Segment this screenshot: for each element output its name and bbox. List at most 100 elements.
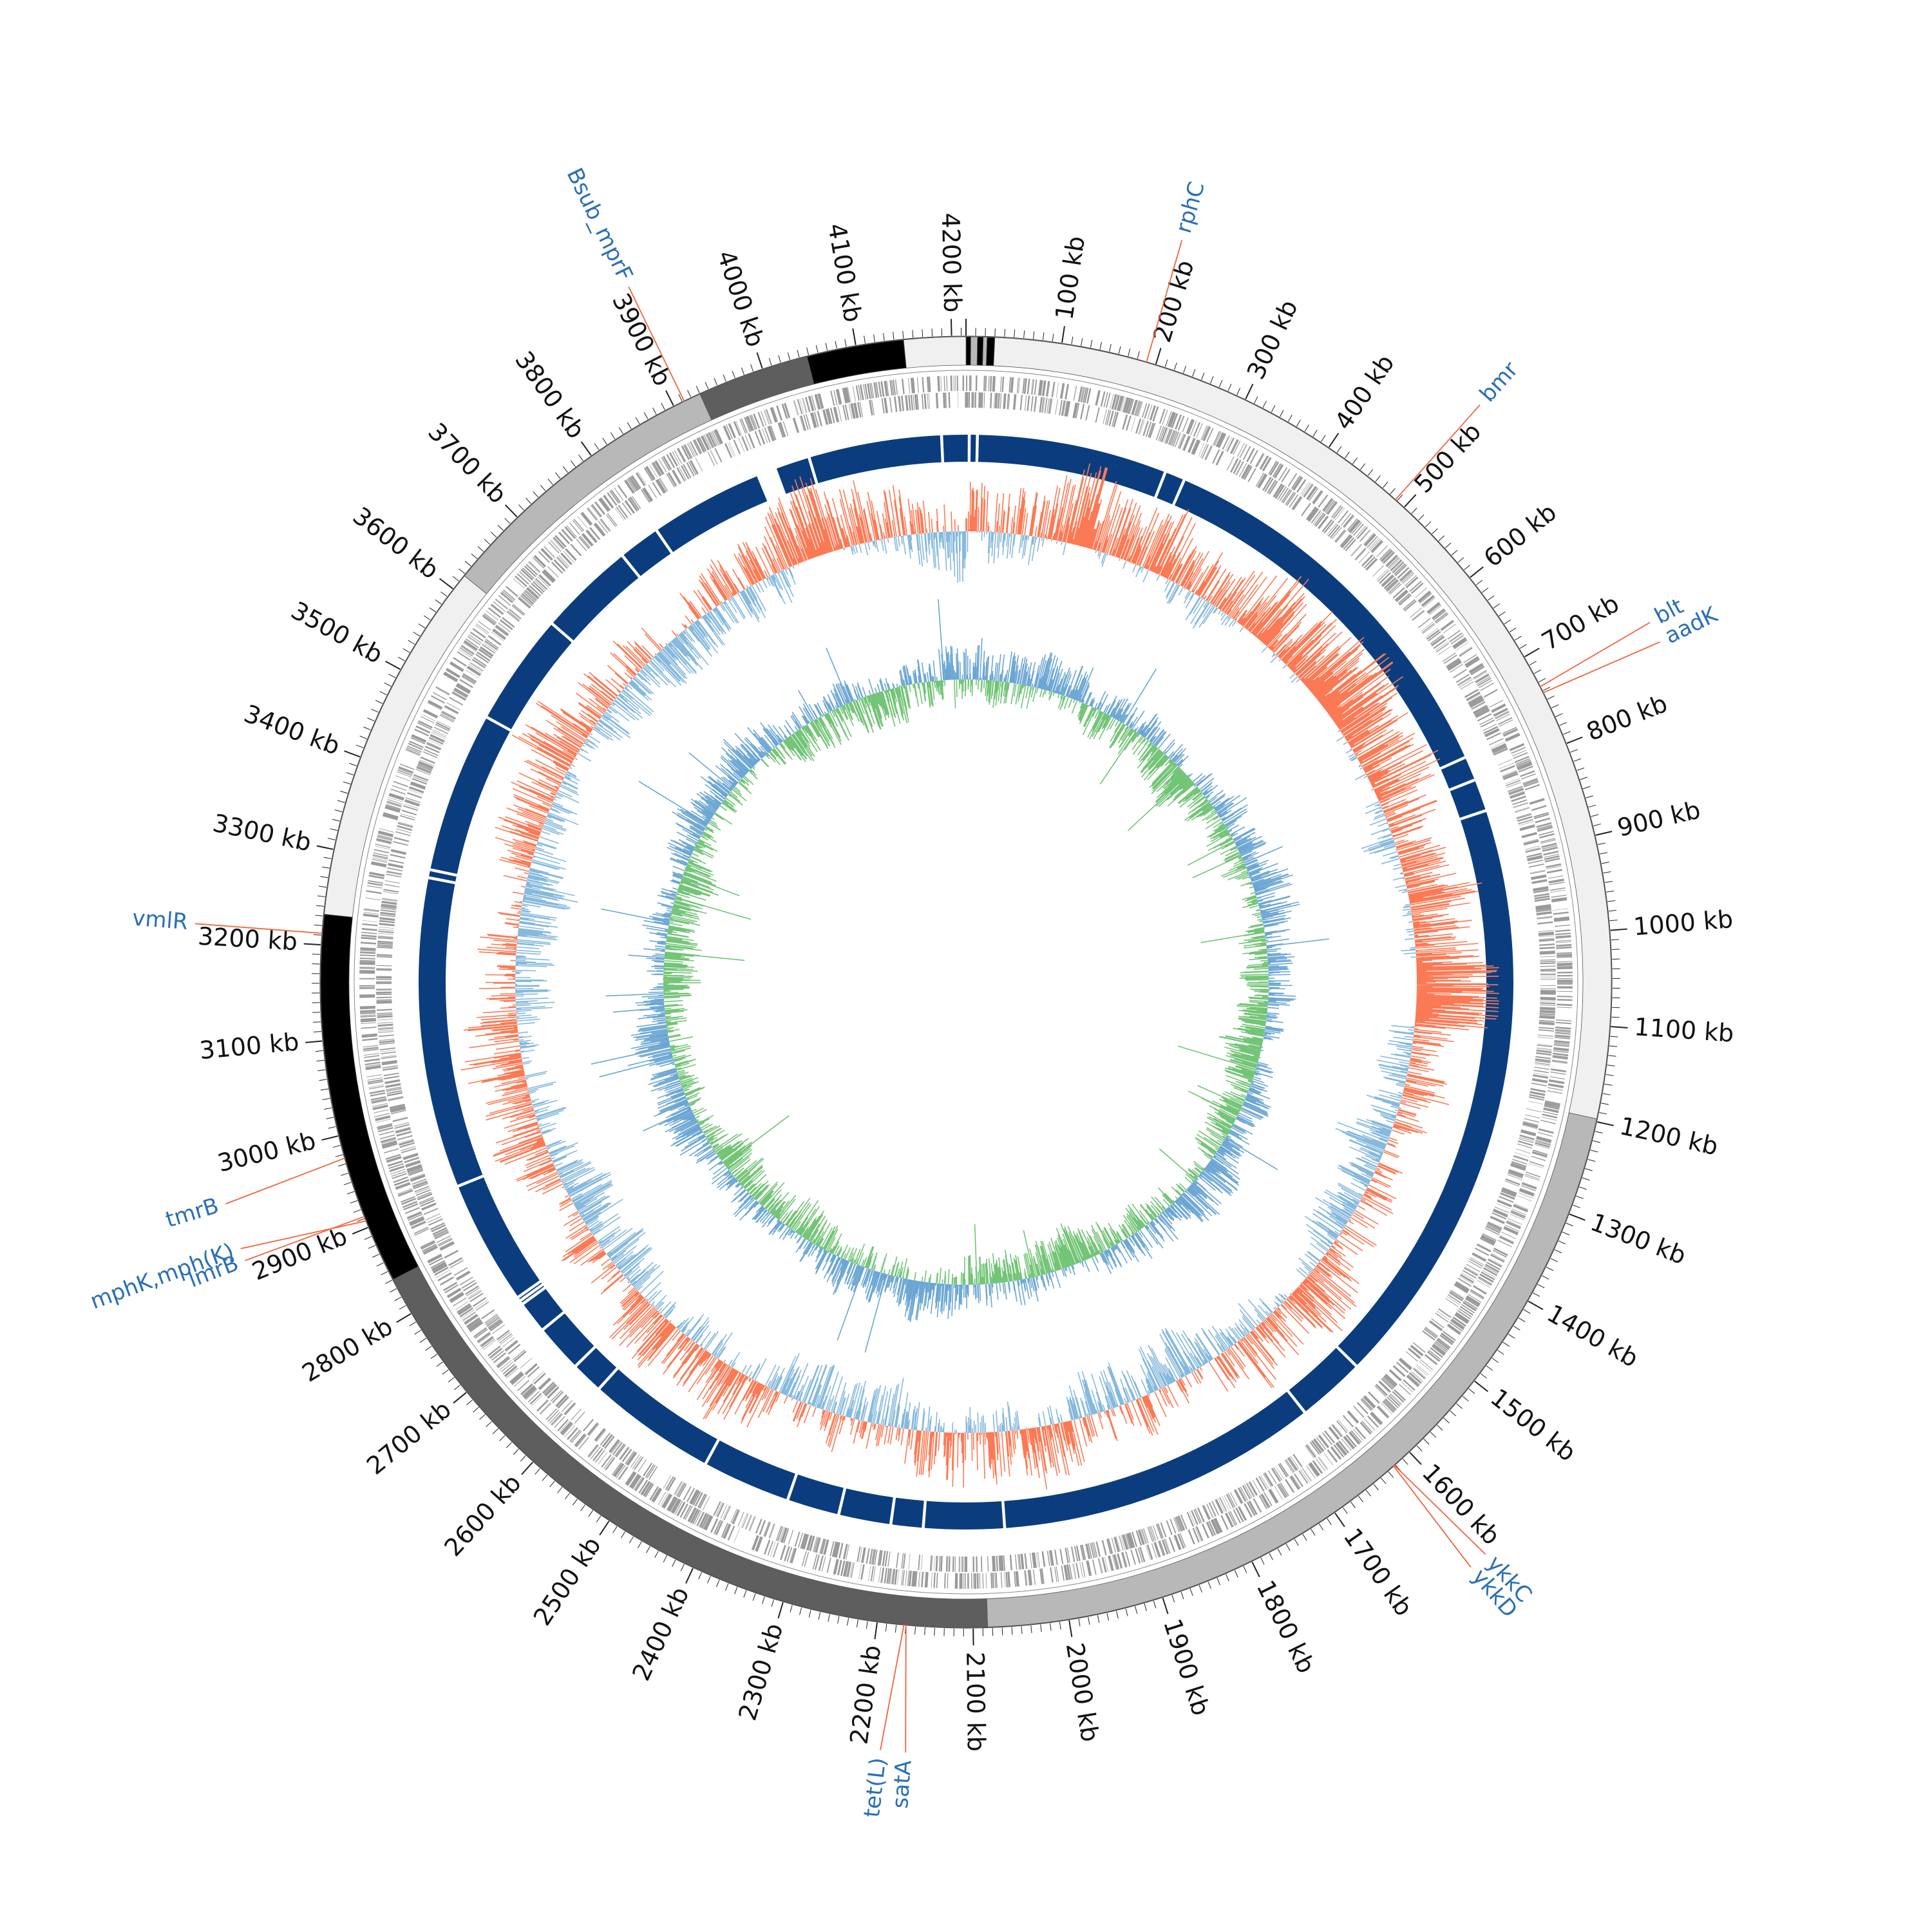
tick-label: 1700 kb <box>1338 1523 1419 1621</box>
minor-tick <box>698 1572 703 1580</box>
minor-tick <box>1052 334 1054 342</box>
minor-tick <box>1513 1325 1520 1331</box>
minor-tick <box>1416 1445 1423 1452</box>
minor-tick <box>1342 1507 1348 1514</box>
minor-tick <box>1189 1588 1193 1596</box>
tick-label: 4000 kb <box>712 247 770 350</box>
minor-tick <box>326 1117 334 1119</box>
minor-tick <box>1208 1581 1211 1589</box>
gc-content-below-mean <box>515 531 1416 1434</box>
minor-tick <box>1576 1195 1584 1199</box>
tick-label: 2700 kb <box>361 1395 457 1480</box>
minor-tick <box>578 454 584 462</box>
minor-tick <box>390 1288 397 1293</box>
minor-tick <box>1097 1615 1100 1623</box>
minor-tick <box>1418 514 1425 521</box>
tick-label: 3000 kb <box>215 1126 319 1178</box>
minor-tick <box>318 886 327 888</box>
minor-tick <box>716 1579 720 1587</box>
minor-tick <box>1450 1410 1456 1416</box>
tick-label: 4200 kb <box>936 213 967 313</box>
minor-tick <box>1090 339 1093 348</box>
minor-tick <box>452 576 459 582</box>
minor-tick <box>1579 1186 1587 1190</box>
minor-tick <box>1382 481 1388 488</box>
minor-tick <box>1610 1036 1618 1037</box>
minor-tick <box>1234 1569 1238 1578</box>
minor-tick <box>934 1627 935 1636</box>
minor-tick <box>1482 587 1489 593</box>
minor-tick <box>1475 580 1483 585</box>
major-tick <box>321 1135 339 1141</box>
minor-tick <box>646 1546 650 1553</box>
minor-tick <box>506 1442 513 1448</box>
minor-tick <box>1609 920 1618 922</box>
minor-tick <box>1320 435 1326 442</box>
tick-label: 1600 kb <box>1417 1459 1506 1551</box>
minor-tick <box>1023 330 1025 339</box>
minor-tick <box>497 524 504 531</box>
gene-leader-line <box>1542 641 1660 694</box>
minor-tick <box>499 1435 506 1441</box>
alignment-block <box>789 1474 844 1515</box>
minor-tick <box>1277 1548 1282 1556</box>
minor-tick <box>1081 338 1083 346</box>
minor-tick <box>1014 329 1016 337</box>
minor-tick <box>313 934 321 936</box>
minor-tick <box>364 1236 372 1240</box>
minor-tick <box>394 1296 402 1302</box>
minor-tick <box>1128 348 1131 357</box>
minor-tick <box>696 386 700 393</box>
minor-tick <box>714 378 718 386</box>
tick-label: 1800 kb <box>1251 1576 1321 1678</box>
minor-tick <box>1580 777 1588 780</box>
minor-tick <box>1586 795 1594 799</box>
alignment-block <box>978 435 1164 497</box>
minor-tick <box>844 339 847 347</box>
minor-tick <box>815 345 819 353</box>
minor-tick <box>1227 384 1232 392</box>
minor-tick <box>1444 542 1452 549</box>
minor-tick <box>635 417 640 424</box>
minor-tick <box>381 1271 388 1276</box>
minor-tick <box>459 568 466 574</box>
minor-tick <box>316 1059 325 1062</box>
minor-tick <box>332 819 340 822</box>
minor-tick <box>1486 1365 1493 1371</box>
alignment-block <box>1450 781 1486 818</box>
minor-tick <box>1593 823 1602 826</box>
minor-tick <box>409 1321 417 1327</box>
minor-tick <box>1493 603 1501 609</box>
major-tick <box>685 1567 694 1584</box>
minor-tick <box>837 1616 840 1624</box>
minor-tick <box>1116 1611 1119 1619</box>
minor-tick <box>864 336 866 344</box>
minor-tick <box>535 1468 540 1475</box>
minor-tick <box>663 1555 668 1563</box>
alignment-block <box>519 1282 542 1300</box>
gene-leader-line <box>1539 621 1651 688</box>
minor-tick <box>350 1200 358 1204</box>
minor-tick <box>1601 1103 1609 1105</box>
minor-tick <box>327 838 336 840</box>
minor-tick <box>652 407 657 415</box>
major-tick <box>777 1602 784 1619</box>
major-tick <box>504 504 518 518</box>
minor-tick <box>324 1107 332 1110</box>
minor-tick <box>1611 949 1620 951</box>
minor-tick <box>312 1012 321 1013</box>
minor-tick <box>1566 1222 1573 1227</box>
minor-tick <box>902 330 904 339</box>
minor-tick <box>376 1262 384 1267</box>
contig-segment <box>903 336 967 368</box>
tick-label: 1100 kb <box>1633 1012 1735 1048</box>
minor-tick <box>1537 1283 1545 1289</box>
minor-tick <box>1367 469 1373 476</box>
minor-tick <box>343 1182 352 1186</box>
minor-tick <box>654 1550 659 1558</box>
minor-tick <box>492 1428 499 1434</box>
major-tick <box>1524 647 1540 658</box>
gene-leader-line <box>1146 240 1183 363</box>
minor-tick <box>1192 369 1196 377</box>
minor-tick <box>1260 1557 1265 1565</box>
